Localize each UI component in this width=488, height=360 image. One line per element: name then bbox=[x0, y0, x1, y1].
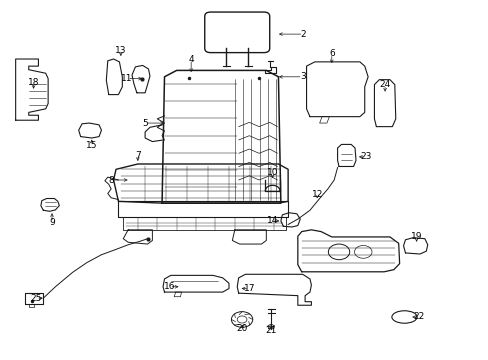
Text: 10: 10 bbox=[266, 168, 278, 177]
FancyBboxPatch shape bbox=[204, 12, 269, 53]
Text: 15: 15 bbox=[86, 141, 97, 150]
Text: 24: 24 bbox=[379, 80, 390, 89]
Text: 21: 21 bbox=[265, 326, 276, 335]
Text: 8: 8 bbox=[108, 176, 114, 185]
Text: 19: 19 bbox=[410, 233, 422, 242]
Text: 20: 20 bbox=[236, 324, 247, 333]
Text: 4: 4 bbox=[188, 54, 194, 63]
Text: 25: 25 bbox=[30, 294, 41, 303]
Text: 16: 16 bbox=[163, 282, 175, 291]
Text: 3: 3 bbox=[299, 72, 305, 81]
Text: 11: 11 bbox=[121, 74, 133, 83]
Text: 7: 7 bbox=[135, 150, 141, 159]
Text: 12: 12 bbox=[311, 190, 322, 199]
Ellipse shape bbox=[391, 311, 416, 323]
Text: 18: 18 bbox=[28, 78, 39, 87]
Text: 6: 6 bbox=[328, 49, 334, 58]
Text: 23: 23 bbox=[359, 152, 371, 161]
Text: 2: 2 bbox=[300, 30, 306, 39]
Text: 13: 13 bbox=[115, 46, 126, 55]
Text: 9: 9 bbox=[49, 218, 55, 227]
Text: 14: 14 bbox=[266, 216, 278, 225]
Text: 22: 22 bbox=[412, 312, 424, 321]
Text: 17: 17 bbox=[243, 284, 255, 293]
Text: 5: 5 bbox=[142, 118, 148, 127]
